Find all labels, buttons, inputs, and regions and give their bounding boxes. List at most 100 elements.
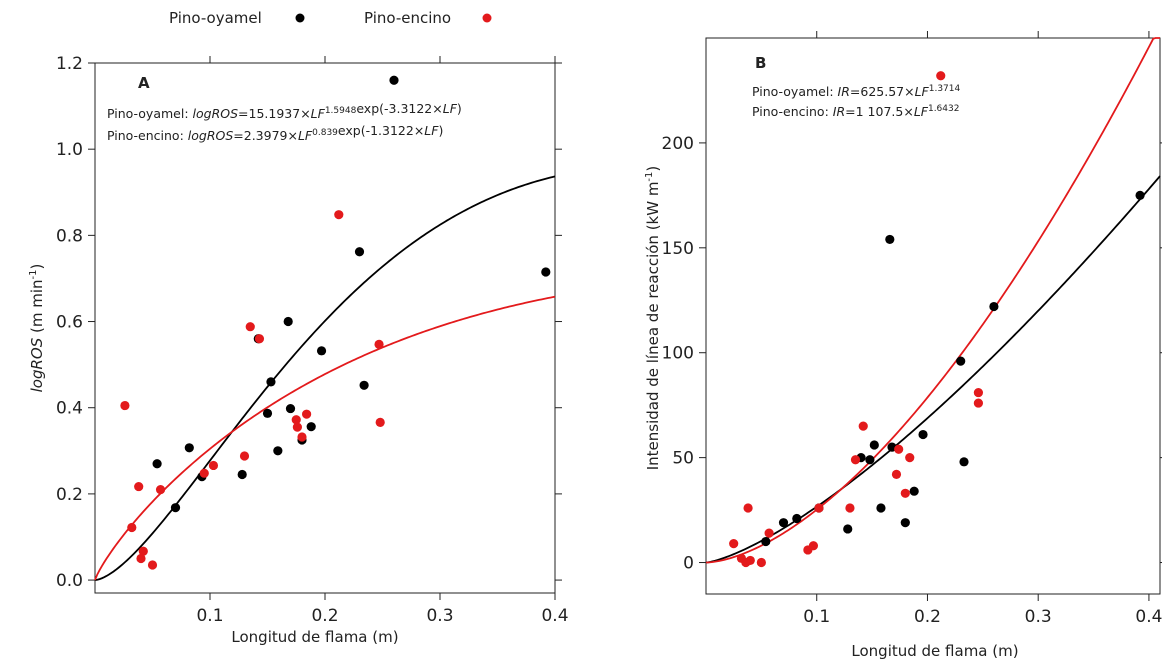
panel-b-y-tick-label: 0 xyxy=(683,554,694,574)
panel-b-points xyxy=(729,71,1145,568)
panel-b-x-tick-label: 0.3 xyxy=(1025,607,1052,627)
panel-a-point-pino-encino xyxy=(302,409,312,419)
panel-b-x-tick-label: 0.2 xyxy=(914,607,941,627)
panel-b-y-tick-label: 50 xyxy=(672,449,694,469)
panel-b-point-pino-encino xyxy=(973,398,984,408)
panel-b-letter: B xyxy=(755,54,766,72)
panel-a-point-pino-oyamel xyxy=(152,459,162,469)
panel-b-point-pino-oyamel xyxy=(909,486,919,496)
panel-b-x-ticks: 0.1 0.2 0.3 0.4 xyxy=(803,31,1162,627)
panel-a-point-pino-encino xyxy=(127,522,137,533)
panel-a-curve-pino-oyamel xyxy=(94,175,556,581)
panel-a-point-pino-encino xyxy=(155,484,166,495)
panel-a-point-pino-encino xyxy=(334,210,344,220)
panel-a-point-pino-encino xyxy=(199,468,209,478)
panel-b-point-pino-encino xyxy=(936,71,946,81)
panel-b-point-pino-oyamel xyxy=(843,524,853,534)
panel-b-x-tick-label: 0.4 xyxy=(1135,607,1162,627)
legend-marker-pino-encino xyxy=(482,13,492,23)
panel-b-point-pino-encino xyxy=(756,557,766,568)
panel-b-point-pino-encino xyxy=(814,503,824,513)
panel-b-y-tick-label: 100 xyxy=(662,344,694,364)
panel-a-point-pino-encino xyxy=(292,422,302,432)
panel-b-point-pino-oyamel xyxy=(865,455,875,465)
panel-b-point-pino-encino xyxy=(973,387,984,398)
panel-b-equation-pino-oyamel: Pino-oyamel: IR=625.57×LF1.3714 xyxy=(752,84,960,99)
panel-b-point-pino-encino xyxy=(858,421,868,431)
panel-a-point-pino-oyamel xyxy=(316,346,327,356)
panel-a-y-tick-label: 0.4 xyxy=(56,399,83,419)
panel-a-point-pino-oyamel xyxy=(283,316,293,327)
panel-b-point-pino-oyamel xyxy=(900,518,910,528)
panel-a-equation-pino-encino: Pino-encino: logROS=2.3979×LF0.839exp(-1… xyxy=(107,123,443,143)
panel-a-point-pino-oyamel xyxy=(170,503,181,513)
panel-b-point-pino-oyamel xyxy=(959,457,969,467)
panel-a: 0.1 0.2 0.3 0.4 0.0 0.2 0.4 0.6 0.8 1.0 1.2 A Pin… xyxy=(28,54,569,646)
panel-a-point-pino-encino xyxy=(120,400,130,411)
panel-a-point-pino-oyamel xyxy=(266,377,276,387)
panel-a-x-axis-label: Longitud de flama (m) xyxy=(231,628,398,646)
panel-b-point-pino-encino xyxy=(850,455,861,465)
panel-b-point-pino-encino xyxy=(905,453,915,463)
panel-a-point-pino-encino xyxy=(297,432,307,442)
panel-b-point-pino-oyamel xyxy=(956,356,966,366)
panel-b-curve-pino-oyamel xyxy=(705,175,1161,564)
panel-a-y-tick-label: 0.8 xyxy=(56,226,83,246)
panel-b-point-pino-oyamel xyxy=(761,536,771,547)
panel-a-point-pino-encino xyxy=(374,339,384,349)
panel-a-point-pino-oyamel xyxy=(262,408,273,418)
legend-marker-pino-oyamel xyxy=(295,13,305,23)
panel-b-point-pino-oyamel xyxy=(885,234,895,245)
panel-a-point-pino-oyamel xyxy=(237,469,247,480)
panel-a-point-pino-encino xyxy=(208,460,219,471)
panel-a-point-pino-oyamel xyxy=(184,443,194,453)
panel-b-point-pino-encino xyxy=(764,528,774,538)
panel-b-point-pino-oyamel xyxy=(1135,190,1145,200)
panel-a-equation-pino-oyamel: Pino-oyamel: logROS=15.1937×LF1.5948exp(… xyxy=(107,101,462,121)
panel-a-point-pino-oyamel xyxy=(354,247,365,257)
panel-b-point-pino-encino xyxy=(845,503,855,513)
panel-a-point-pino-encino xyxy=(136,553,146,564)
panel-b-point-pino-encino xyxy=(891,469,902,480)
panel-a-x-ticks: 0.1 0.2 0.3 0.4 xyxy=(196,56,569,626)
panel-a-point-pino-oyamel xyxy=(389,75,399,85)
panel-a-point-pino-oyamel xyxy=(359,380,369,390)
panel-b-curves xyxy=(705,37,1161,564)
panel-b-point-pino-oyamel xyxy=(869,440,879,450)
panel-a-y-tick-label: 0.2 xyxy=(56,485,83,505)
panel-a-x-tick-label: 0.4 xyxy=(541,606,568,626)
panel-b-y-ticks: 0 50 100 150 200 xyxy=(662,134,1162,574)
panel-a-point-pino-encino xyxy=(239,451,250,461)
panel-b-point-pino-encino xyxy=(745,555,755,566)
panel-b-point-pino-encino xyxy=(808,541,819,551)
panel-b-equation-pino-encino: Pino-encino: IR=1 107.5×LF1.6432 xyxy=(752,104,959,119)
panel-b-point-pino-encino xyxy=(729,539,739,549)
legend: Pino-oyamel Pino-encino xyxy=(169,9,492,27)
panel-b-y-tick-label: 150 xyxy=(662,239,694,259)
panel-b-point-pino-encino xyxy=(894,444,904,454)
panel-a-curve-pino-encino xyxy=(94,295,556,581)
panel-a-point-pino-encino xyxy=(134,481,144,492)
panel-b-frame xyxy=(705,37,1161,595)
panel-a-curves xyxy=(94,175,556,581)
panel-a-point-pino-oyamel xyxy=(306,422,316,432)
panel-b-point-pino-oyamel xyxy=(792,513,802,524)
panel-b-x-axis-label: Longitud de flama (m) xyxy=(851,642,1018,660)
panel-b: 0.1 0.2 0.3 0.4 0 50 100 150 200 B Pino-oyamel:… xyxy=(644,31,1162,660)
panel-a-x-tick-label: 0.2 xyxy=(311,606,338,626)
panel-b-point-pino-oyamel xyxy=(778,518,789,528)
panel-b-curve-pino-encino xyxy=(705,37,1160,564)
panel-a-y-tick-label: 0.0 xyxy=(56,571,83,591)
panel-a-point-pino-encino xyxy=(147,560,158,570)
panel-b-point-pino-encino xyxy=(743,503,753,513)
panel-b-x-tick-label: 0.1 xyxy=(803,607,830,627)
panel-a-y-tick-label: 0.6 xyxy=(56,313,83,333)
panel-b-point-pino-oyamel xyxy=(918,429,928,440)
panel-a-point-pino-encino xyxy=(138,546,148,556)
panel-a-x-tick-label: 0.3 xyxy=(426,606,453,626)
panel-a-letter: A xyxy=(138,74,150,92)
panel-a-points xyxy=(120,75,551,570)
panel-a-y-tick-label: 1.2 xyxy=(56,54,83,74)
panel-a-point-pino-encino xyxy=(245,322,255,332)
